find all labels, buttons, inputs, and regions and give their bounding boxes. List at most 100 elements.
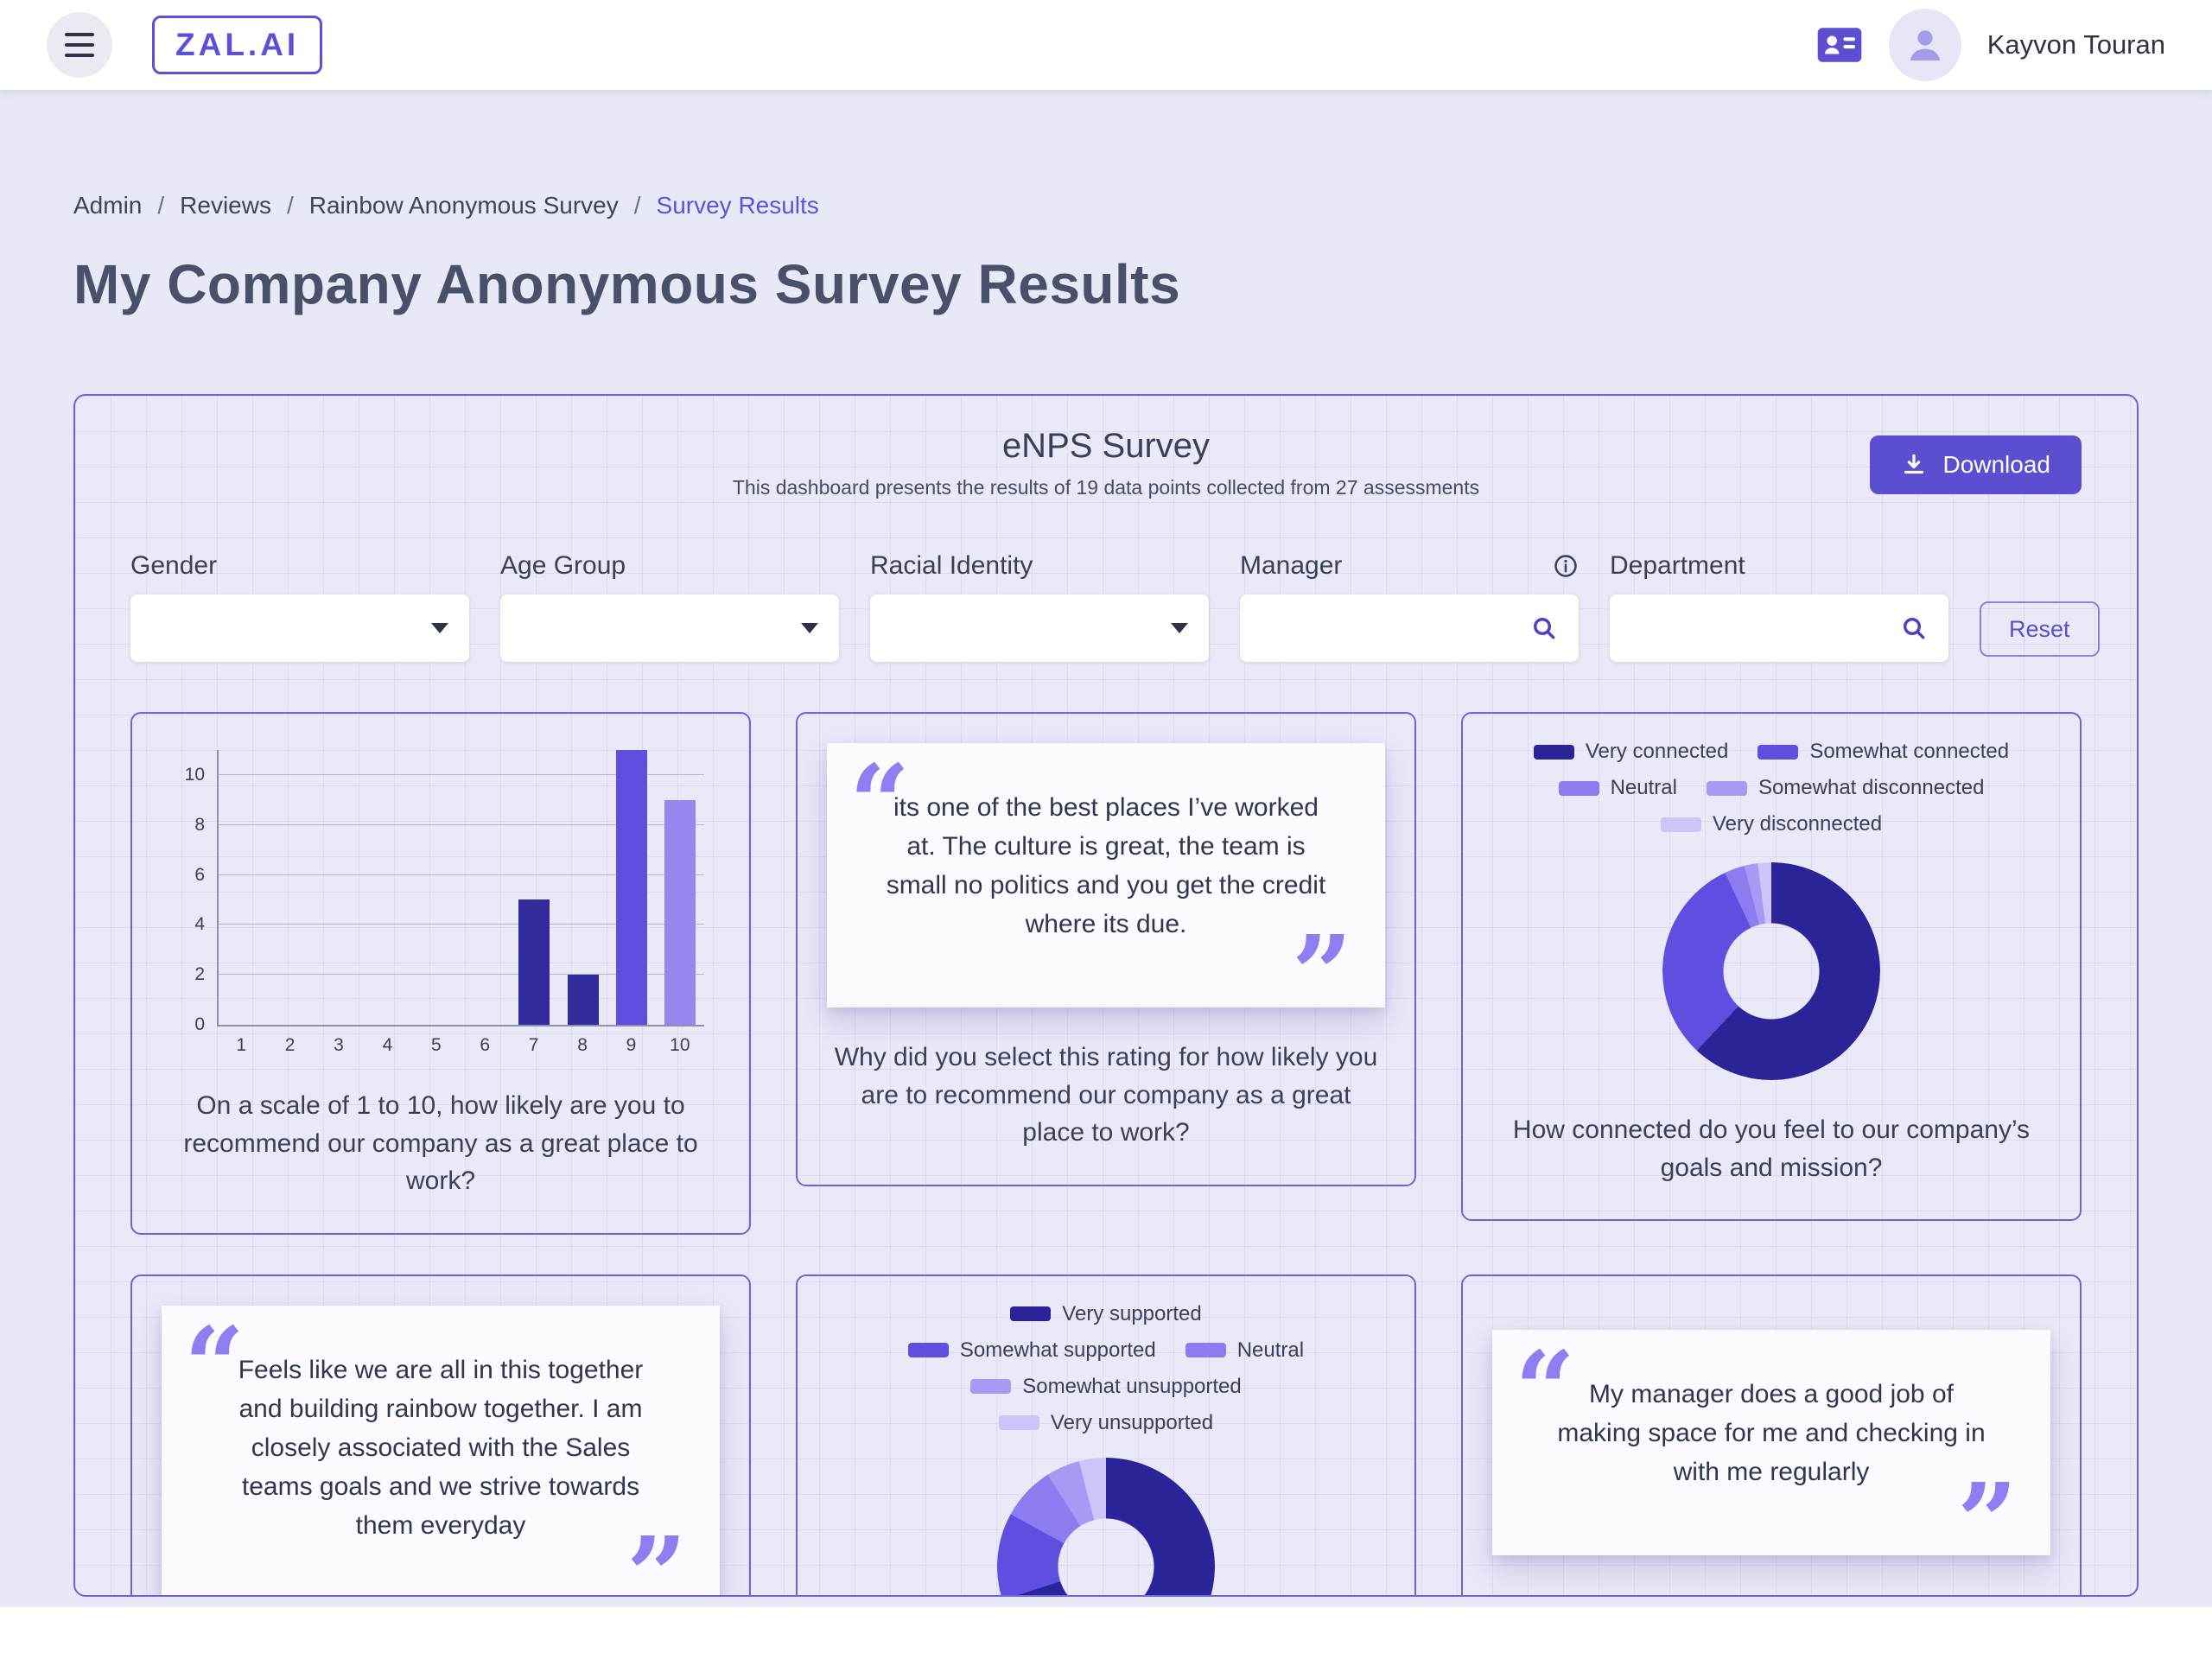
bar-7 — [518, 899, 550, 1025]
legend-label: Very supported — [1062, 1301, 1202, 1325]
legend-item: Very disconnected — [1660, 812, 1882, 836]
legend-item: Somewhat disconnected — [1706, 776, 1985, 800]
quote-text: Feels like we are all in this together a… — [238, 1355, 644, 1540]
racial-identity-select[interactable] — [870, 594, 1209, 662]
card-caption: Why did you select this rating for how l… — [834, 1043, 1378, 1147]
contacts-icon[interactable] — [1816, 26, 1863, 64]
y-axis-label: 8 — [194, 814, 205, 835]
legend-item: Somewhat unsupported — [970, 1375, 1242, 1399]
age-group-label: Age Group — [500, 551, 626, 580]
navbar-right: Kayvon Touran — [1816, 9, 2165, 81]
racial-identity-label: Racial Identity — [870, 551, 1033, 580]
hamburger-icon — [65, 54, 94, 57]
brand-logo[interactable]: ZAL.AI — [152, 16, 323, 74]
legend-label: Somewhat unsupported — [1022, 1374, 1242, 1398]
x-axis-label: 8 — [577, 1035, 588, 1055]
x-axis-label: 2 — [284, 1035, 296, 1055]
bar-chart-plot: 0 2 4 6 8 10 — [185, 750, 704, 1034]
bar-slot — [510, 750, 558, 1025]
legend-item: Very connected — [1533, 740, 1728, 764]
x-axis-label: 4 — [382, 1035, 393, 1055]
legend-item: Somewhat supported — [907, 1338, 1156, 1363]
filter-department: Department — [1610, 550, 1948, 662]
y-axis-label: 4 — [194, 914, 205, 935]
donut-legend: Very supported Somewhat supported Neutral S… — [875, 1302, 1337, 1435]
legend-label: Very unsupported — [1050, 1410, 1214, 1434]
reset-button[interactable]: Reset — [1980, 601, 2100, 657]
donut-legend: Very connected Somewhat connected Neutral S… — [1511, 740, 2031, 836]
download-icon — [1901, 452, 1927, 478]
x-axis-label: 1 — [236, 1035, 247, 1055]
legend-item: Neutral — [1185, 1338, 1304, 1363]
breadcrumb-link-results[interactable]: Survey Results — [656, 192, 819, 219]
legend-label: Neutral — [1236, 1338, 1305, 1362]
legend-item: Somewhat connected — [1758, 740, 2009, 764]
chevron-down-icon — [801, 623, 818, 633]
chevron-down-icon — [1171, 623, 1188, 633]
quote-text: My manager does a good job of making spa… — [1557, 1379, 1986, 1486]
filter-manager: Manager — [1240, 550, 1579, 662]
y-axis-label: 10 — [184, 764, 205, 785]
donut-chart — [1662, 862, 1880, 1080]
download-button[interactable]: Download — [1870, 435, 2082, 494]
gridline — [219, 874, 704, 875]
legend-swatch — [1533, 744, 1574, 760]
card-caption: How connected do you feel to our company… — [1512, 1116, 2031, 1182]
together-quote-card: “ Feels like we are all in this together… — [130, 1274, 751, 1595]
breadcrumb-link-survey[interactable]: Rainbow Anonymous Survey — [308, 192, 619, 219]
bar-slot — [607, 750, 656, 1025]
info-icon[interactable] — [1553, 553, 1579, 579]
manager-label: Manager — [1240, 551, 1343, 580]
user-avatar[interactable] — [1888, 9, 1961, 81]
panel-title: eNPS Survey — [1001, 427, 1211, 465]
bar-slot — [315, 750, 364, 1025]
bar-9 — [615, 750, 647, 1025]
legend-swatch — [1706, 780, 1747, 796]
manager-search-input[interactable] — [1261, 613, 1530, 643]
legend-swatch — [1558, 780, 1599, 796]
chevron-down-icon — [431, 623, 448, 633]
x-axis-label: 5 — [430, 1035, 442, 1055]
filter-racial-identity: Racial Identity — [870, 550, 1209, 662]
download-label: Download — [1942, 451, 2050, 478]
breadcrumb-link-admin[interactable]: Admin — [73, 192, 143, 219]
cards-grid: 0 2 4 6 8 10 1 2 3 4 5 6 7 8 9 10 On a scale of 1 to 1… — [130, 712, 2082, 1595]
department-search-input[interactable] — [1630, 613, 1900, 643]
legend-item: Very unsupported — [998, 1410, 1214, 1435]
bar-chart: 0 2 4 6 8 10 1 2 3 4 5 6 7 8 9 10 — [165, 750, 716, 1056]
search-icon — [1900, 614, 1928, 642]
nps-bar-chart-card: 0 2 4 6 8 10 1 2 3 4 5 6 7 8 9 10 On a scale of 1 to 1… — [130, 712, 751, 1235]
x-axis-label: 3 — [334, 1035, 344, 1055]
legend-swatch — [998, 1415, 1039, 1430]
age-group-select[interactable] — [500, 594, 839, 662]
breadcrumb-separator: / — [157, 192, 165, 219]
bar-slot — [413, 750, 461, 1025]
legend-label: Somewhat disconnected — [1758, 776, 1985, 799]
x-axis-label: 10 — [670, 1035, 690, 1055]
manager-search — [1240, 594, 1579, 662]
x-axis-label: 6 — [480, 1035, 491, 1055]
panel-subtitle: This dashboard presents the results of 1… — [732, 476, 1480, 499]
quote-card: “ Feels like we are all in this together… — [162, 1305, 720, 1595]
x-axis-labels: 1 2 3 4 5 6 7 8 9 10 — [217, 1035, 704, 1056]
y-axis-label: 2 — [194, 964, 205, 985]
bar-slot — [461, 750, 510, 1025]
connected-donut-card: Very connected Somewhat connected Neutral S… — [1461, 712, 2082, 1221]
gridline — [219, 823, 704, 825]
filter-gender: Gender — [130, 550, 469, 662]
legend-label: Somewhat connected — [1809, 740, 2010, 763]
legend-swatch — [1010, 1306, 1052, 1321]
donut-chart — [997, 1457, 1215, 1595]
bar-slot — [365, 750, 413, 1025]
gender-select[interactable] — [130, 594, 469, 662]
legend-item: Neutral — [1558, 776, 1677, 800]
user-name: Kayvon Touran — [1986, 29, 2165, 60]
bar-10 — [664, 799, 696, 1025]
menu-button[interactable] — [47, 12, 112, 78]
nps-quote-card: “ its one of the best places I’ve worked… — [796, 712, 1416, 1186]
bar-slot — [219, 750, 267, 1025]
department-label: Department — [1610, 551, 1745, 580]
bars-row — [219, 750, 704, 1025]
filters-row: Gender Age Group Racial Identity — [130, 550, 2100, 662]
breadcrumb-link-reviews[interactable]: Reviews — [180, 192, 271, 219]
